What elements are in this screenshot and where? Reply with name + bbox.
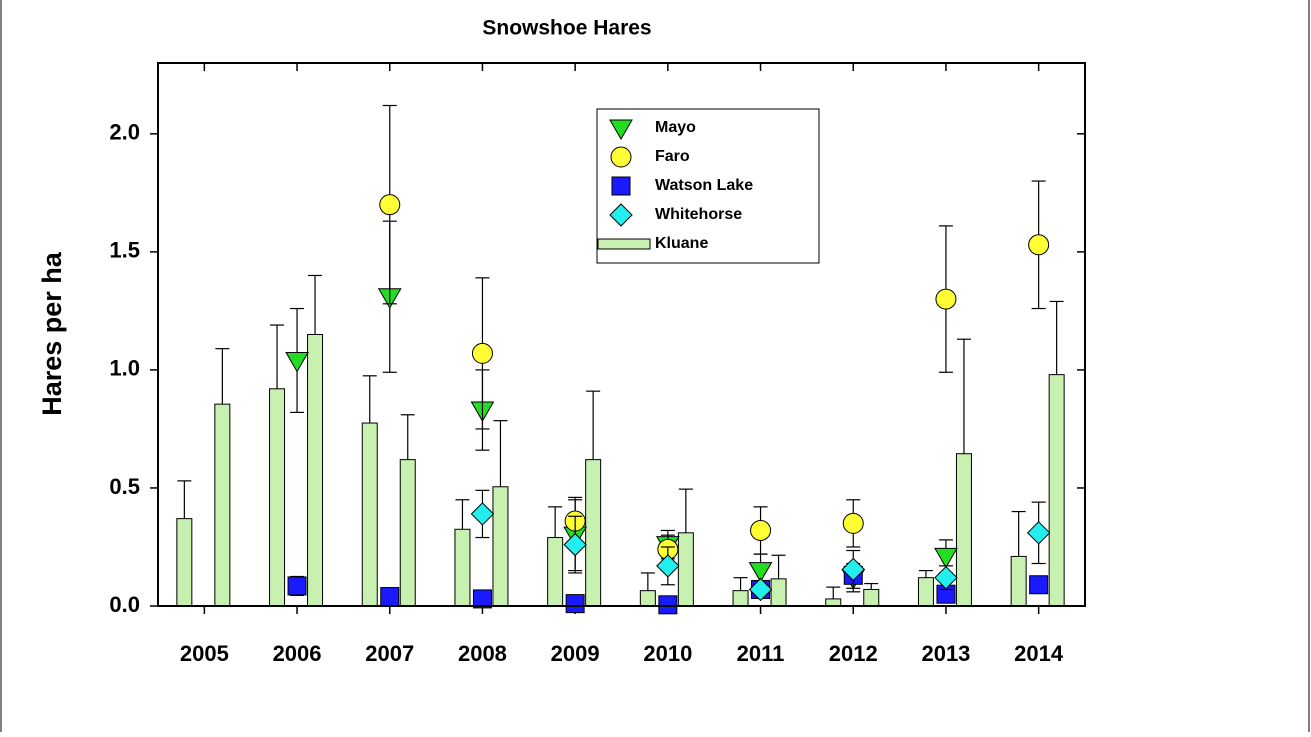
bar	[214, 403, 231, 607]
marker	[471, 342, 493, 364]
marker	[472, 589, 492, 609]
x-tick-label: 2013	[921, 641, 970, 666]
x-tick-label: 2008	[458, 641, 507, 666]
bar	[825, 598, 842, 607]
y-tick-label: 0.0	[109, 592, 140, 617]
bar	[492, 486, 509, 607]
bar	[863, 588, 880, 607]
marker	[656, 554, 680, 578]
marker	[610, 146, 632, 168]
bar	[955, 453, 972, 607]
marker	[379, 194, 401, 216]
marker	[1028, 234, 1050, 256]
legend-swatch	[597, 238, 651, 250]
marker	[470, 502, 495, 526]
legend-label: Mayo	[655, 119, 696, 136]
y-tick-label: 2.0	[109, 120, 140, 145]
marker	[1029, 575, 1049, 595]
marker	[935, 288, 957, 310]
legend-box	[596, 108, 820, 264]
x-tick-label: 2012	[829, 641, 878, 666]
legend-label: Faro	[655, 148, 690, 165]
x-tick-label: 2010	[643, 641, 692, 666]
marker	[609, 119, 633, 140]
y-tick-label: 0.5	[109, 474, 140, 499]
bar	[585, 459, 602, 607]
bar	[361, 422, 378, 607]
plot-frame	[157, 62, 1086, 607]
bar	[732, 590, 749, 607]
bar	[677, 532, 694, 607]
marker	[842, 512, 864, 534]
legend-label: Kluane	[655, 235, 708, 252]
marker	[565, 594, 585, 614]
y-tick-label: 1.5	[109, 238, 140, 263]
bar	[399, 459, 416, 607]
bar	[269, 388, 286, 607]
marker	[285, 351, 309, 373]
x-tick-label: 2007	[365, 641, 414, 666]
bar	[176, 518, 193, 607]
bar	[547, 537, 564, 607]
marker	[841, 557, 865, 582]
marker	[563, 532, 587, 557]
bar	[917, 577, 934, 607]
x-tick-label: 2009	[551, 641, 600, 666]
marker	[380, 587, 400, 607]
y-axis-label: Hares per ha	[37, 251, 67, 416]
marker	[609, 203, 633, 227]
chart-title: Snowshoe Hares	[482, 17, 651, 40]
bar	[1048, 374, 1065, 607]
marker	[750, 519, 772, 541]
x-tick-label: 2005	[180, 641, 229, 666]
bar	[1010, 555, 1027, 607]
legend-label: Watson Lake	[655, 177, 753, 194]
marker	[611, 176, 631, 196]
bar	[307, 334, 324, 607]
marker	[1026, 521, 1051, 545]
bar	[454, 528, 471, 607]
marker	[658, 595, 678, 615]
x-tick-label: 2011	[737, 641, 785, 666]
legend-label: Whitehorse	[655, 206, 742, 223]
x-tick-label: 2006	[273, 641, 322, 666]
y-tick-label: 1.0	[109, 356, 140, 381]
bar	[770, 578, 787, 607]
x-tick-label: 2014	[1014, 641, 1064, 666]
bar	[639, 590, 656, 607]
marker	[934, 547, 958, 569]
marker	[934, 565, 958, 590]
marker	[748, 577, 773, 602]
marker	[287, 576, 307, 596]
marker	[748, 562, 773, 583]
